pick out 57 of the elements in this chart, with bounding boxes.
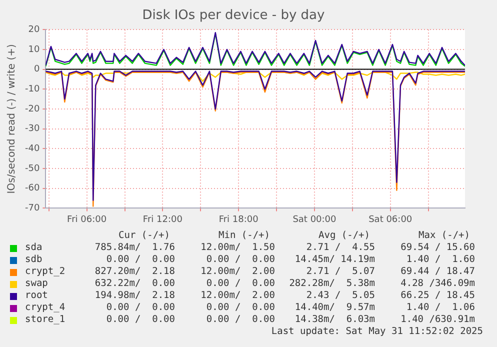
- text: 1.40 /630.91m: [400, 314, 475, 326]
- x-tick-label: Fri 06:00: [67, 214, 107, 225]
- y-tick-label: 20: [28, 24, 40, 35]
- text: Max (-/+): [418, 230, 470, 242]
- text: 0.00 / 0.00: [205, 302, 275, 314]
- text: 632.22m/ 0.00: [94, 278, 175, 290]
- text: 0.00 / 0.00: [205, 278, 275, 290]
- text: 2.71 / 5.07: [305, 266, 375, 278]
- legend-label: sda: [25, 242, 44, 254]
- y-tick-label: -20: [24, 104, 40, 114]
- text: 0.00 / 0.00: [205, 254, 275, 266]
- x-tick-label: Fri 12:00: [142, 214, 183, 225]
- text: 66.25 / 18.45: [400, 290, 475, 302]
- text: 4.28 /346.09m: [400, 278, 475, 290]
- y-tick-label: 10: [28, 44, 40, 55]
- legend-label: sdb: [25, 254, 44, 266]
- text: 12.00m/ 2.00: [200, 290, 275, 302]
- legend-label: root: [25, 290, 49, 302]
- y-tick-label: 0: [34, 64, 40, 75]
- text: 14.45m/ 14.19m: [294, 254, 375, 266]
- x-tick-label: Fri 18:00: [218, 214, 259, 225]
- text: Avg (-/+): [318, 230, 370, 242]
- text: 1.40 / 1.06: [405, 302, 475, 314]
- text: 0.00 / 0.00: [105, 254, 175, 266]
- text: 14.40m/ 9.57m: [294, 302, 375, 314]
- text: 0.00 / 0.00: [205, 314, 275, 326]
- text: 2.43 / 5.05: [305, 290, 375, 302]
- legend-label: crypt_4: [25, 302, 66, 314]
- text: 14.38m/ 6.03m: [294, 314, 375, 326]
- y-tick-label: -40: [24, 144, 40, 154]
- text: 194.98m/ 2.18: [94, 290, 175, 302]
- y-tick-label: -60: [24, 184, 40, 194]
- text: 785.84m/ 1.76: [94, 242, 175, 254]
- text: Cur (-/+): [118, 230, 170, 242]
- y-tick-label: -50: [24, 164, 40, 174]
- text: 0.00 / 0.00: [105, 302, 175, 314]
- y-tick-label: -10: [24, 84, 40, 94]
- legend-label: swap: [25, 278, 49, 290]
- text: 12.00m/ 1.50: [200, 242, 275, 254]
- x-tick-label: Sat 00:00: [292, 214, 337, 225]
- text: 69.54 / 15.60: [400, 242, 475, 254]
- text: 827.20m/ 2.18: [94, 266, 175, 278]
- y-tick-label: -30: [24, 124, 40, 134]
- text: 282.28m/ 5.38m: [288, 278, 375, 290]
- text: 69.44 / 18.47: [400, 266, 475, 278]
- text: 12.00m/ 2.00: [200, 266, 275, 278]
- text: 0.00 / 0.00: [105, 314, 175, 326]
- x-tick-label: Sat 06:00: [368, 214, 412, 225]
- text: 2.71 / 4.55: [305, 242, 375, 254]
- chart-title: Disk IOs per device - by day: [142, 8, 326, 24]
- legend-label: store_1: [25, 314, 66, 326]
- text: Last update: Sat May 31 11:52:02 2025: [270, 326, 484, 338]
- text: 1.40 / 1.60: [405, 254, 475, 266]
- y-tick-label: -70: [24, 204, 40, 214]
- legend-label: crypt_2: [25, 266, 66, 278]
- text: Min (-/+): [218, 230, 270, 242]
- y-axis-title: IOs/second read (-) / write (+): [6, 44, 18, 194]
